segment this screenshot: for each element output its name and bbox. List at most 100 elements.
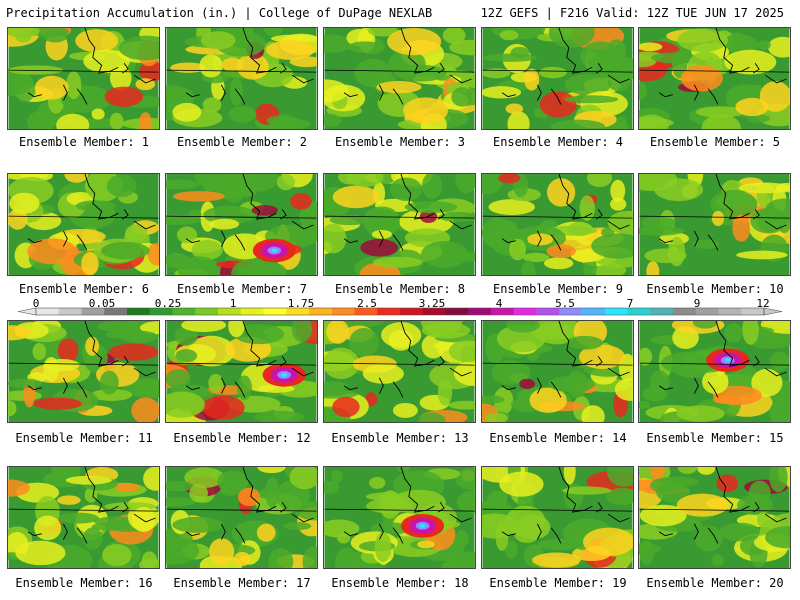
colorbar-segment [400,308,424,315]
ensemble-panel [481,466,634,569]
precip-field-map [8,174,159,275]
colorbar-segment [195,308,219,315]
precip-field-map [482,321,633,422]
ensemble-panel [165,320,318,423]
ensemble-member-label: Ensemble Member: 1 [18,135,150,149]
colorbar-segment [604,308,628,315]
ensemble-panel [323,173,476,276]
precip-field-map [324,467,475,568]
colorbar-tick-label: 7 [626,297,634,310]
ensemble-panel [7,173,160,276]
precip-field-map [324,321,475,422]
ensemble-panel [481,173,634,276]
ensemble-member-label: Ensemble Member: 14 [489,431,627,445]
precip-field-map [166,467,317,568]
ensemble-member-label: Ensemble Member: 16 [15,576,153,590]
precip-field-map [8,28,159,129]
ensemble-member-label: Ensemble Member: 10 [646,282,784,296]
precip-field-map [8,467,159,568]
ensemble-member-label: Ensemble Member: 5 [649,135,781,149]
precip-field-map [482,467,633,568]
precip-field-map [639,174,790,275]
colorbar-tick-label: 1.75 [287,297,315,310]
ensemble-member-label: Ensemble Member: 3 [334,135,466,149]
precip-field-map [639,321,790,422]
colorbar-segment [172,308,196,315]
colorbar-segment [673,308,697,315]
precip-field-map [324,28,475,129]
colorbar-segment [536,308,560,315]
ensemble-member-label: Ensemble Member: 11 [15,431,153,445]
colorbar-tick-label: 3.25 [418,297,446,310]
colorbar-segment [513,308,537,315]
ensemble-panel [638,173,791,276]
colorbar-segment [58,308,82,315]
ensemble-panel [165,466,318,569]
ensemble-member-label: Ensemble Member: 15 [646,431,784,445]
colorbar-tick-label: 4 [495,297,503,310]
colorbar-segment [559,308,583,315]
colorbar-outline [35,307,765,316]
colorbar-tick-label: 12 [756,297,770,310]
colorbar-segment [286,308,310,315]
colorbar-segment [149,308,173,315]
colorbar-segment [650,308,674,315]
ensemble-panel [323,320,476,423]
colorbar-tick-label: 5.5 [555,297,575,310]
colorbar-segment [718,308,742,315]
colorbar-tick-label: 0 [32,297,40,310]
colorbar-tick-label: 2.5 [357,297,377,310]
ensemble-panel [481,320,634,423]
colorbar-segment [377,308,401,315]
colorbar-segment [331,308,355,315]
colorbar-tick-label: 0.25 [154,297,182,310]
ensemble-member-label: Ensemble Member: 19 [489,576,627,590]
colorbar-segment [491,308,515,315]
ensemble-member-label: Ensemble Member: 17 [173,576,311,590]
colorbar-segment [240,308,264,315]
ensemble-panel [638,466,791,569]
colorbar-segment [627,308,651,315]
ensemble-member-label: Ensemble Member: 13 [331,431,469,445]
colorbar-segment [309,308,333,315]
precip-field-map [166,174,317,275]
colorbar-segment [468,308,492,315]
ensemble-panel [165,173,318,276]
colorbar-segment [127,308,151,315]
precip-field-map [8,321,159,422]
colorbar-segment [36,308,60,315]
colorbar-segment [582,308,606,315]
ensemble-member-label: Ensemble Member: 2 [176,135,308,149]
colorbar-segment [695,308,719,315]
ensemble-panel [323,27,476,130]
ensemble-panel [638,27,791,130]
precip-field-map [324,174,475,275]
ensemble-panel [638,320,791,423]
colorbar-segment [218,308,242,315]
model-run-info: 12Z GEFS | F216 Valid: 12Z TUE JUN 17 20… [480,6,784,20]
precip-field-map [166,321,317,422]
ensemble-panel [7,466,160,569]
precip-field-map [482,28,633,129]
colorbar-segment [81,308,105,315]
ensemble-member-label: Ensemble Member: 18 [331,576,469,590]
ensemble-member-label: Ensemble Member: 9 [492,282,624,296]
ensemble-panel [7,27,160,130]
colorbar-segment [741,308,765,315]
ensemble-panel [323,466,476,569]
ensemble-member-label: Ensemble Member: 7 [176,282,308,296]
ensemble-member-label: Ensemble Member: 4 [492,135,624,149]
colorbar-tick-label: 1 [229,297,237,310]
ensemble-panel [7,320,160,423]
precip-field-map [639,467,790,568]
precip-colorbar [17,307,783,316]
ensemble-member-label: Ensemble Member: 20 [646,576,784,590]
ensemble-member-label: Ensemble Member: 6 [18,282,150,296]
ensemble-panel [165,27,318,130]
precip-field-map [639,28,790,129]
colorbar-segment [104,308,128,315]
colorbar-segment [263,308,287,315]
ensemble-member-label: Ensemble Member: 8 [334,282,466,296]
colorbar-segment [422,308,446,315]
colorbar-tick-label: 0.05 [88,297,116,310]
